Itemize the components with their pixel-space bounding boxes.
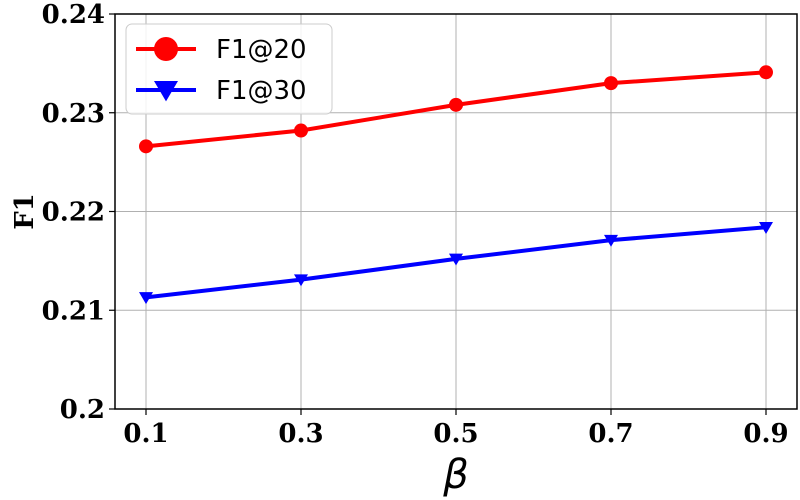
data-point: [449, 253, 463, 266]
x-tick-label: 0.3: [278, 419, 323, 449]
x-axis-label: β: [442, 452, 469, 498]
x-tick-label: 0.5: [433, 419, 478, 449]
data-point: [294, 123, 308, 138]
data-point: [759, 222, 773, 234]
legend-item: F1@30: [136, 76, 307, 106]
x-tick-label: 0.9: [743, 419, 788, 449]
data-point: [759, 65, 773, 80]
series-layer: [139, 65, 773, 305]
legend-swatch-marker: [154, 37, 178, 61]
y-axis-label: F1: [10, 193, 40, 230]
x-tick-label: 0.7: [588, 419, 633, 449]
y-tick-label: 0.2: [60, 395, 105, 425]
legend-item: F1@20: [136, 35, 307, 65]
data-point: [139, 139, 153, 154]
legend-swatch-marker: [154, 81, 178, 102]
series-f1-20: [139, 65, 773, 154]
axis-ticks: 0.1 0.3 0.5 0.7 0.9 0.2 0.21 0.22 0.23 0.24: [42, 0, 789, 449]
legend-label: F1@20: [216, 35, 307, 65]
data-point: [604, 76, 618, 91]
y-tick-label: 0.24: [42, 0, 105, 30]
data-point: [449, 97, 463, 112]
y-tick-label: 0.21: [42, 296, 105, 326]
data-point: [294, 274, 308, 287]
series-f1-30: [139, 222, 773, 305]
data-point: [139, 292, 153, 305]
y-tick-label: 0.23: [42, 99, 105, 129]
legend: F1@20 F1@30: [125, 23, 333, 115]
legend-label: F1@30: [216, 76, 307, 106]
data-point: [604, 234, 618, 247]
x-tick-label: 0.1: [123, 419, 168, 449]
y-tick-label: 0.22: [42, 198, 105, 228]
